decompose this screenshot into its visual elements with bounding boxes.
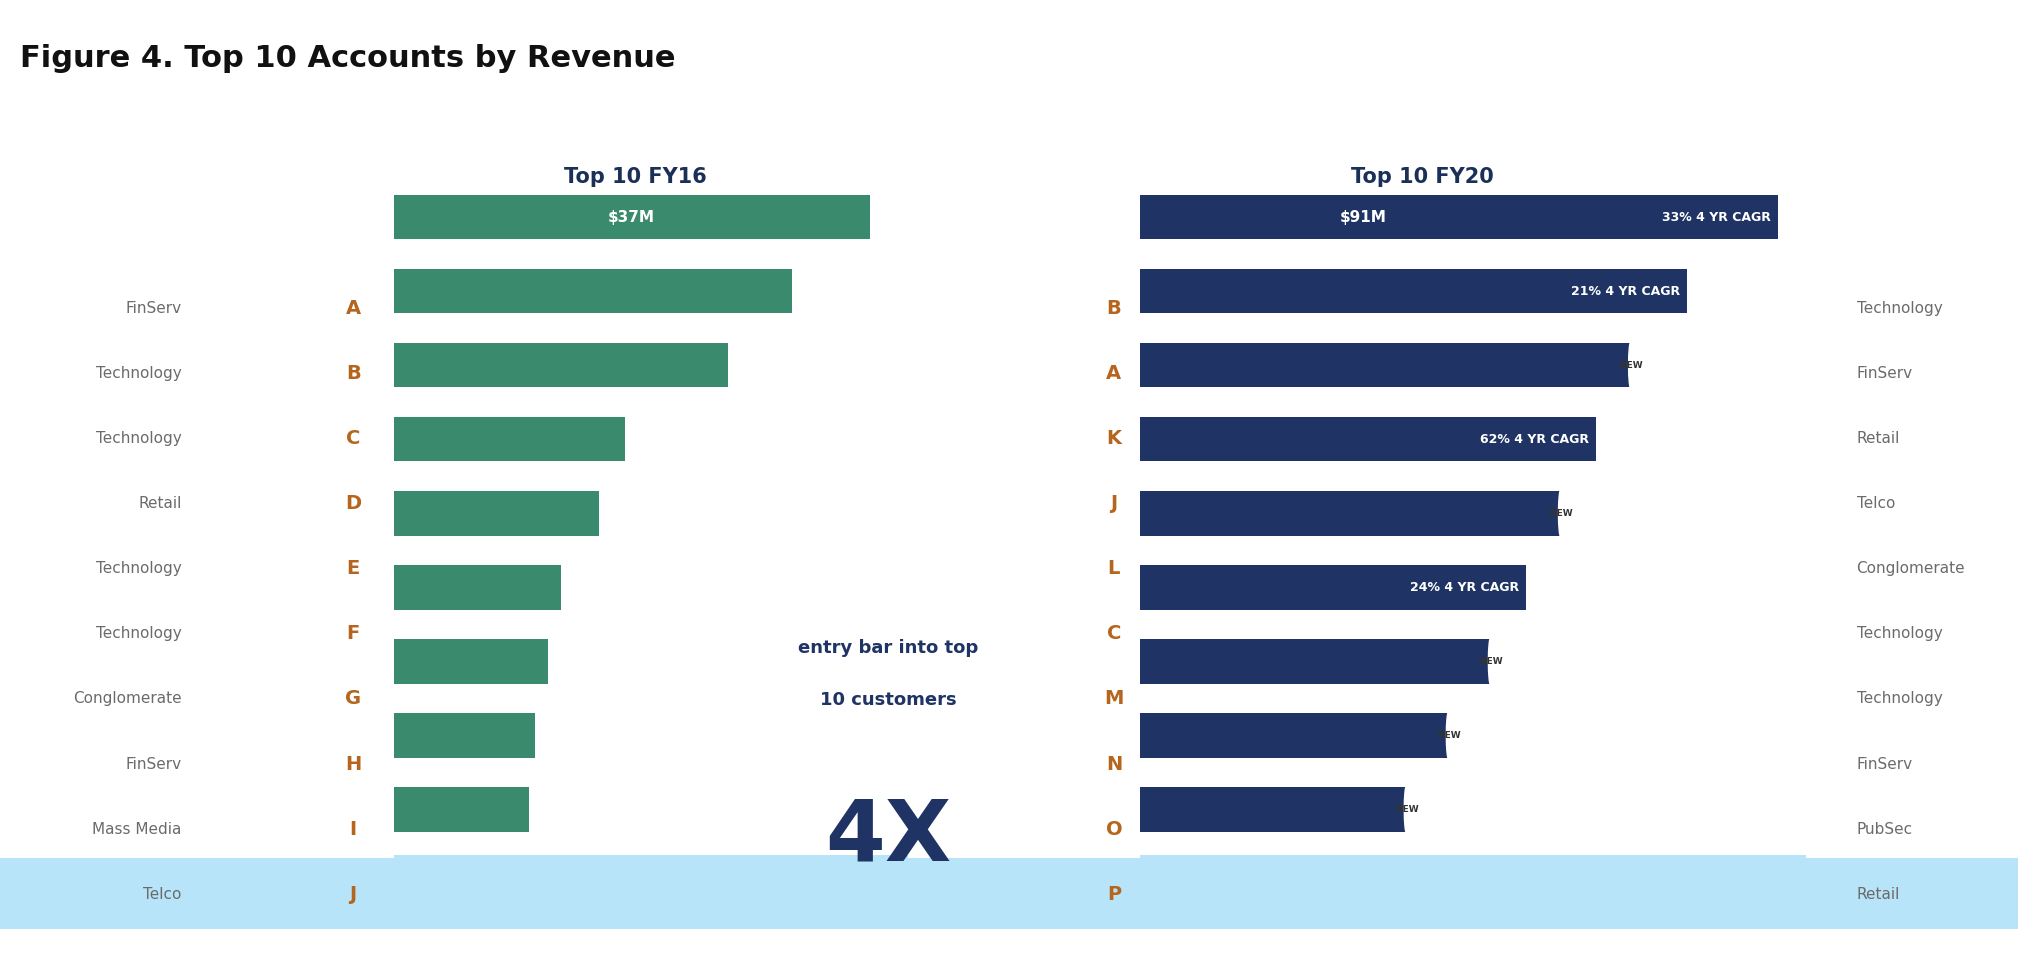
Text: D: D [345, 494, 361, 513]
Text: H: H [345, 755, 361, 773]
Text: P: P [1108, 884, 1120, 904]
Text: Telco: Telco [1857, 496, 1895, 511]
Text: J: J [349, 884, 357, 904]
Text: Technology: Technology [97, 365, 182, 381]
FancyBboxPatch shape [394, 565, 561, 610]
Text: K: K [1106, 429, 1122, 448]
Text: entry bar into top: entry bar into top [797, 639, 979, 657]
Text: N: N [1106, 755, 1122, 773]
Text: FinServ: FinServ [125, 301, 182, 316]
Text: Retail: Retail [139, 496, 182, 511]
Text: C: C [1106, 624, 1122, 643]
Text: 33% 4 YR CAGR: 33% 4 YR CAGR [1663, 210, 1772, 224]
FancyBboxPatch shape [1140, 639, 1491, 684]
Text: Conglomerate: Conglomerate [73, 692, 182, 706]
Text: 24% 4 YR CAGR: 24% 4 YR CAGR [1411, 581, 1520, 594]
FancyBboxPatch shape [394, 343, 728, 388]
Text: Telco: Telco [143, 886, 182, 902]
Text: C: C [345, 429, 361, 448]
FancyBboxPatch shape [1140, 195, 1778, 240]
Text: $91M: $91M [1340, 209, 1386, 225]
FancyBboxPatch shape [1140, 269, 1687, 314]
Text: $37M: $37M [607, 209, 656, 225]
Text: NEW: NEW [1423, 879, 1447, 888]
Text: I: I [349, 820, 357, 839]
FancyBboxPatch shape [394, 713, 535, 758]
Text: O: O [1106, 820, 1122, 839]
Circle shape [1558, 490, 1564, 537]
Text: Conglomerate: Conglomerate [1857, 561, 1966, 576]
FancyBboxPatch shape [0, 858, 2018, 928]
Text: 21% 4 YR CAGR: 21% 4 YR CAGR [1570, 284, 1679, 298]
Text: F: F [347, 624, 359, 643]
Text: J: J [1110, 494, 1118, 513]
Text: FinServ: FinServ [1857, 365, 1913, 381]
Text: E: E [347, 559, 359, 579]
FancyBboxPatch shape [394, 855, 908, 912]
Text: B: B [345, 363, 361, 383]
Text: Retail: Retail [1857, 431, 1899, 446]
Circle shape [1405, 786, 1409, 833]
Text: A: A [1106, 363, 1122, 383]
FancyBboxPatch shape [394, 195, 870, 240]
FancyBboxPatch shape [394, 639, 547, 684]
FancyBboxPatch shape [394, 787, 529, 832]
FancyBboxPatch shape [1140, 565, 1526, 610]
FancyBboxPatch shape [1140, 343, 1631, 388]
Circle shape [1447, 712, 1451, 759]
Circle shape [1629, 342, 1633, 389]
FancyBboxPatch shape [1140, 861, 1435, 906]
Text: 62% 4 YR CAGR: 62% 4 YR CAGR [1479, 432, 1588, 446]
Text: 4X: 4X [825, 796, 950, 879]
Text: Technology: Technology [1857, 301, 1941, 316]
Text: L: L [1108, 559, 1120, 579]
Text: NEW: NEW [1479, 656, 1503, 666]
FancyBboxPatch shape [394, 491, 599, 536]
Text: NEW: NEW [1550, 508, 1572, 518]
FancyBboxPatch shape [1140, 713, 1449, 758]
Circle shape [1433, 860, 1437, 907]
Text: G: G [345, 690, 361, 708]
Text: Technology: Technology [1857, 626, 1941, 641]
Text: $10M: $10M [434, 876, 480, 891]
FancyBboxPatch shape [394, 861, 523, 906]
FancyBboxPatch shape [1140, 491, 1560, 536]
Text: Technology: Technology [97, 561, 182, 576]
Text: Technology: Technology [1857, 692, 1941, 706]
Text: FinServ: FinServ [1857, 757, 1913, 771]
Text: Retail: Retail [1857, 886, 1899, 902]
FancyBboxPatch shape [1140, 417, 1596, 462]
FancyBboxPatch shape [394, 269, 793, 314]
Text: NEW: NEW [1437, 730, 1461, 740]
Text: PubSec: PubSec [1857, 822, 1913, 837]
FancyBboxPatch shape [394, 417, 626, 462]
Text: Technology: Technology [97, 431, 182, 446]
Text: Top 10 FY20: Top 10 FY20 [1352, 167, 1493, 187]
Text: 10 customers: 10 customers [819, 691, 957, 709]
FancyBboxPatch shape [1140, 787, 1407, 832]
Text: FinServ: FinServ [125, 757, 182, 771]
Text: Top 10 FY16: Top 10 FY16 [565, 167, 706, 187]
Text: NEW: NEW [1394, 805, 1419, 814]
Text: A: A [345, 298, 361, 318]
Circle shape [1489, 638, 1493, 685]
Text: M: M [1104, 690, 1124, 708]
Text: B: B [1106, 298, 1122, 318]
Text: Mass Media: Mass Media [93, 822, 182, 837]
Text: Figure 4. Top 10 Accounts by Revenue: Figure 4. Top 10 Accounts by Revenue [20, 44, 676, 73]
Text: $42M: $42M [1219, 876, 1267, 891]
Text: NEW: NEW [1618, 360, 1643, 370]
Text: Technology: Technology [97, 626, 182, 641]
FancyBboxPatch shape [1140, 855, 1806, 912]
